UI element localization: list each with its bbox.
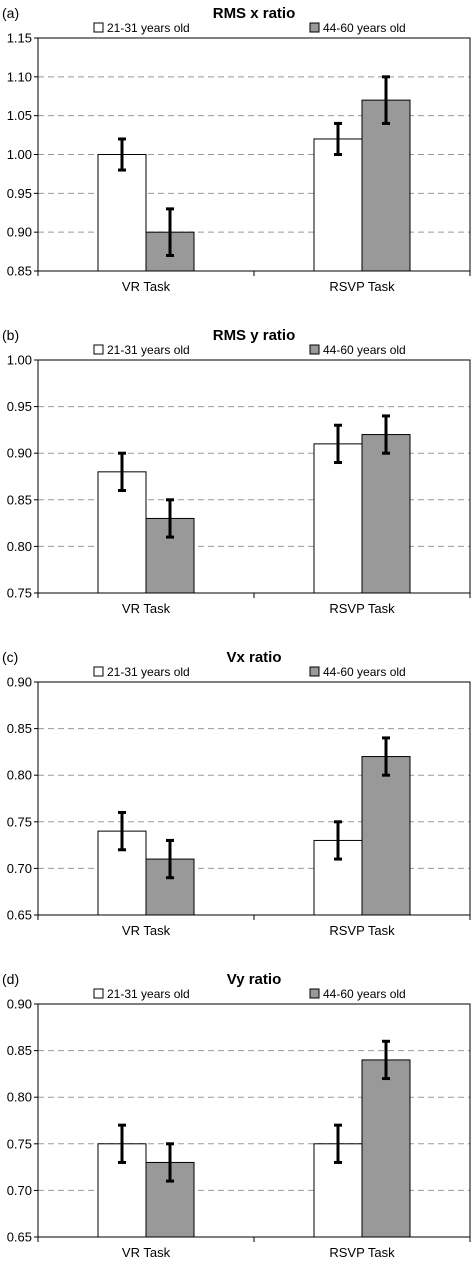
legend-label: 21-31 years old (107, 21, 190, 35)
legend-swatch (93, 344, 104, 355)
x-category-label: VR Task (122, 279, 171, 294)
y-tick-label: 0.85 (7, 1043, 32, 1058)
y-tick-label: 0.90 (7, 446, 32, 461)
plot-frame (37, 359, 471, 594)
y-tick-label: 0.65 (7, 908, 32, 923)
bar (313, 138, 363, 272)
chart-panel: (c) Vx ratio 21-31 years old 44-60 years ol… (2, 649, 471, 938)
y-tick-label: 0.85 (7, 264, 32, 279)
x-category-label: RSVP Task (329, 279, 395, 294)
y-tick-label: 0.90 (7, 675, 32, 690)
legend-label: 44-60 years old (323, 21, 406, 35)
y-tick-label: 0.80 (7, 539, 32, 554)
y-tick-label: 0.80 (7, 1090, 32, 1105)
legend-label: 21-31 years old (107, 987, 190, 1001)
x-category-label: RSVP Task (329, 923, 395, 938)
y-tick-label: 0.95 (7, 399, 32, 414)
y-tick-label: 1.15 (7, 31, 32, 46)
chart-title: Vy ratio (227, 971, 281, 988)
y-tick-label: 0.85 (7, 721, 32, 736)
panel-letter: (d) (2, 971, 19, 987)
chart-panel: (a) RMS x ratio 21-31 years old 44-60 years… (2, 5, 471, 294)
y-tick-label: 0.70 (7, 1183, 32, 1198)
bar (361, 1059, 411, 1238)
bar (361, 434, 411, 594)
legend-swatch (93, 22, 104, 33)
legend-label: 44-60 years old (323, 665, 406, 679)
y-tick-label: 0.65 (7, 1230, 32, 1245)
x-category-label: VR Task (122, 601, 171, 616)
y-tick-label: 1.00 (7, 353, 32, 368)
y-tick-label: 0.75 (7, 814, 32, 829)
plot-frame (37, 1003, 471, 1238)
y-tick-label: 1.00 (7, 147, 32, 162)
y-tick-label: 0.70 (7, 861, 32, 876)
panel-letter: (c) (2, 649, 18, 665)
x-category-label: VR Task (122, 923, 171, 938)
chart-title: RMS y ratio (213, 327, 296, 344)
legend-swatch (309, 988, 320, 999)
panel-letter: (b) (2, 327, 19, 343)
y-tick-label: 0.90 (7, 997, 32, 1012)
bar (361, 99, 411, 272)
legend-label: 44-60 years old (323, 343, 406, 357)
x-category-label: VR Task (122, 1245, 171, 1260)
legend-swatch (309, 344, 320, 355)
bar (361, 756, 411, 916)
y-tick-label: 0.95 (7, 186, 32, 201)
plot-frame (37, 37, 471, 272)
legend-label: 44-60 years old (323, 987, 406, 1001)
y-tick-label: 0.75 (7, 1136, 32, 1151)
chart-panel: (b) RMS y ratio 21-31 years old 44-60 years… (2, 327, 471, 616)
plot-frame (37, 681, 471, 916)
legend-label: 21-31 years old (107, 343, 190, 357)
x-category-label: RSVP Task (329, 601, 395, 616)
y-tick-label: 1.05 (7, 108, 32, 123)
y-tick-label: 0.80 (7, 768, 32, 783)
legend-swatch (309, 666, 320, 677)
bar (97, 154, 147, 272)
chart-title: Vx ratio (226, 649, 281, 666)
chart-title: RMS x ratio (213, 5, 296, 22)
x-category-label: RSVP Task (329, 1245, 395, 1260)
legend-swatch (309, 22, 320, 33)
legend-swatch (93, 666, 104, 677)
y-tick-label: 0.75 (7, 586, 32, 601)
y-tick-label: 1.10 (7, 69, 32, 84)
chart-panel: (d) Vy ratio 21-31 years old 44-60 years ol… (2, 971, 471, 1260)
panel-letter: (a) (2, 5, 19, 21)
bar (313, 443, 363, 594)
y-tick-label: 0.85 (7, 492, 32, 507)
y-tick-label: 0.90 (7, 225, 32, 240)
legend-swatch (93, 988, 104, 999)
legend-label: 21-31 years old (107, 665, 190, 679)
